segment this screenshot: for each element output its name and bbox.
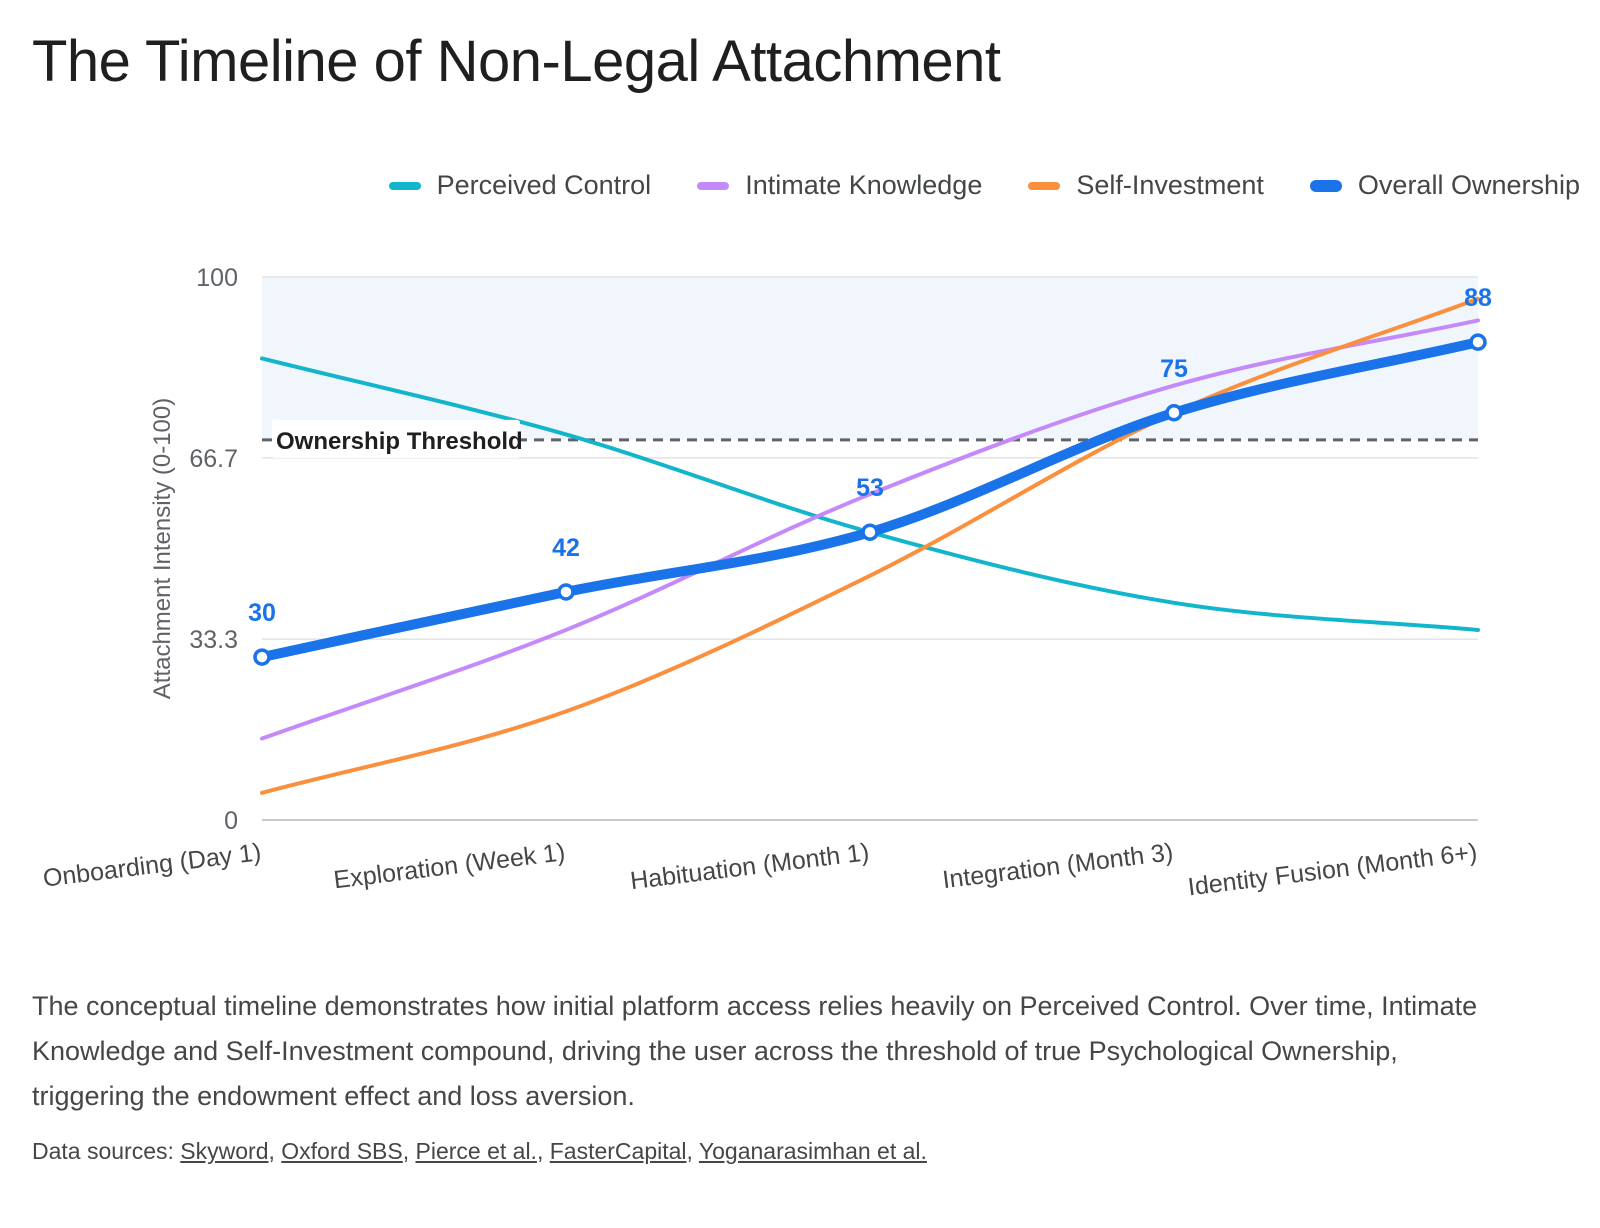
x-tick-label: Identity Fusion (Month 6+) (1186, 838, 1478, 901)
legend-swatch (1309, 179, 1342, 192)
threshold-zone (262, 277, 1478, 440)
y-tick-label: 0 (224, 807, 238, 835)
chart-description: The conceptual timeline demonstrates how… (32, 991, 1478, 1111)
series-line-self-investment (260, 296, 1480, 795)
x-tick-label: Onboarding (Day 1) (41, 838, 262, 893)
x-tick-label: Habituation (Month 1) (629, 838, 871, 895)
data-label: 30 (248, 599, 276, 627)
y-tick-label: 100 (196, 264, 238, 292)
legend-label: Perceived Control (436, 170, 652, 200)
legend-item-self-investment[interactable]: Self-Investment (1028, 170, 1264, 201)
legend-label: Overall Ownership (1357, 170, 1580, 200)
source-link-pierce[interactable]: Pierce et al. (415, 1138, 537, 1164)
chart-legend: Perceived Control Intimate Knowledge Sel… (388, 170, 1580, 201)
x-tick-label: Exploration (Week 1) (332, 838, 567, 894)
legend-item-overall-ownership[interactable]: Overall Ownership (1309, 170, 1580, 201)
data-label: 53 (856, 474, 884, 502)
sources-label: Data sources: (32, 1138, 174, 1164)
legend-label: Self-Investment (1076, 170, 1264, 200)
data-label: 42 (552, 534, 580, 562)
x-tick-label: Integration (Month 3) (941, 838, 1175, 894)
legend-item-intimate-knowledge[interactable]: Intimate Knowledge (697, 170, 982, 201)
y-tick-label: 33.3 (189, 626, 238, 654)
data-point (1165, 404, 1183, 422)
threshold-label: Ownership Threshold (276, 428, 523, 455)
line-chart: 0 33.3 66.7 100 Attachment Intensity (0-100)… (41, 264, 1492, 901)
source-link-yoganarasimhan[interactable]: Yoganarasimhan et al. (698, 1138, 927, 1164)
y-axis-label: Attachment Intensity (0-100) (149, 398, 176, 699)
data-point (557, 583, 575, 601)
data-label: 75 (1160, 355, 1188, 383)
data-sources: Data sources: Skyword, Oxford SBS, Pierc… (32, 1138, 927, 1164)
legend-swatch (1028, 181, 1061, 190)
legend-swatch (697, 181, 730, 190)
source-link-oxford-sbs[interactable]: Oxford SBS (281, 1138, 403, 1164)
threshold-label-bg (272, 419, 520, 458)
legend-item-perceived-control[interactable]: Perceived Control (388, 170, 652, 201)
source-link-fastercapital[interactable]: FasterCapital (549, 1138, 687, 1164)
chart-title: The Timeline of Non-Legal Attachment (32, 29, 1001, 94)
data-label: 88 (1464, 284, 1492, 312)
legend-label: Intimate Knowledge (745, 170, 983, 200)
data-point (1469, 333, 1487, 351)
source-link-skyword[interactable]: Skyword (180, 1138, 269, 1164)
data-point (861, 523, 879, 541)
legend-swatch (388, 181, 421, 190)
y-tick-label: 66.7 (189, 445, 238, 473)
data-point (253, 648, 271, 666)
series-line-intimate-knowledge (260, 318, 1480, 741)
